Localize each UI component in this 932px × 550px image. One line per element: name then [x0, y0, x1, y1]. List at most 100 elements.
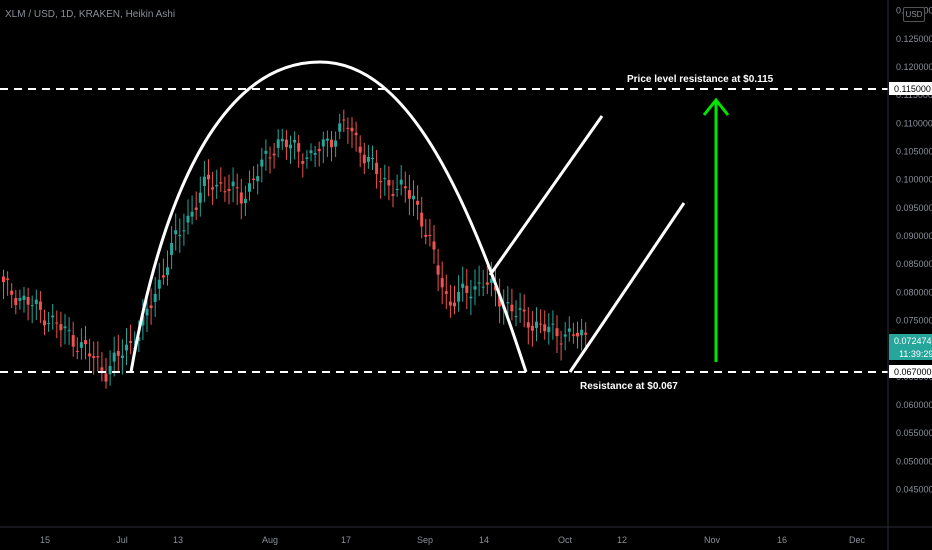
- candle-body: [231, 181, 235, 187]
- level-price-tag: 0.067000: [889, 365, 932, 378]
- candle-body: [264, 150, 268, 154]
- candle-body: [6, 278, 10, 280]
- candle-body: [59, 324, 63, 331]
- time-axis[interactable]: 15 Jul 13 Aug 17 Sep 14 Oct 12 Nov 16 Dec: [40, 535, 866, 545]
- price-tick-label: 0.075000: [896, 315, 932, 325]
- candle-body: [457, 292, 461, 302]
- candle-body: [473, 286, 477, 290]
- candle-body: [108, 365, 112, 375]
- candle-body: [580, 329, 584, 336]
- candle-body: [2, 276, 5, 283]
- candle-body: [346, 127, 350, 129]
- candle-body: [354, 132, 358, 136]
- candle-body: [178, 235, 182, 237]
- candle-body: [551, 323, 555, 325]
- candle-body: [584, 332, 588, 335]
- candle-body: [325, 138, 329, 141]
- candle-body: [223, 191, 227, 193]
- candle-body: [219, 182, 223, 184]
- candle-body: [555, 328, 559, 337]
- candle-body: [170, 242, 174, 255]
- candle-body: [293, 139, 297, 143]
- svg-text:0.115000: 0.115000: [894, 84, 931, 94]
- candle-body: [129, 341, 133, 343]
- candle-body: [403, 186, 407, 189]
- candle-body: [444, 291, 448, 294]
- price-tick-label: 0.050000: [896, 456, 932, 466]
- candle-body: [539, 323, 543, 325]
- candle-body: [489, 278, 493, 283]
- candle-body: [375, 162, 379, 174]
- candle-body: [235, 187, 239, 189]
- time-tick-label: Sep: [417, 535, 433, 545]
- candle-body: [510, 304, 514, 312]
- candle-body: [272, 153, 276, 156]
- candle-body: [207, 174, 210, 180]
- resistance-price-tag: 0.115000: [889, 82, 932, 95]
- candle-body: [469, 296, 473, 299]
- price-tick-label: 0.095000: [896, 203, 932, 213]
- price-tick-label: 0.105000: [896, 146, 932, 156]
- price-tick-label: 0.125000: [896, 34, 932, 44]
- candle-body: [453, 302, 456, 307]
- time-tick-label: 15: [40, 535, 50, 545]
- target-arrow-head: [702, 97, 730, 116]
- candle-body: [514, 316, 518, 318]
- price-tick-label: 0.080000: [896, 287, 932, 297]
- candle-body: [387, 179, 391, 186]
- candle-body: [526, 322, 530, 328]
- candle-body: [47, 323, 51, 325]
- candle-body: [141, 315, 145, 326]
- candle-body: [338, 123, 342, 132]
- candle-body: [190, 211, 194, 217]
- candle-body: [174, 230, 178, 235]
- candle-body: [432, 241, 436, 250]
- price-tick-label: 0.045000: [896, 484, 932, 494]
- candle-body: [104, 373, 108, 382]
- price-tick-label: 0.060000: [896, 400, 932, 410]
- svg-text:11:39:29: 11:39:29: [899, 349, 932, 359]
- candle-body: [436, 265, 440, 275]
- candle-body: [256, 176, 260, 182]
- currency-button[interactable]: USD: [903, 7, 925, 22]
- candle-body: [284, 139, 288, 148]
- candle-body: [276, 139, 280, 148]
- candle-body: [481, 286, 485, 288]
- candle-body: [576, 332, 579, 337]
- candle-body: [399, 179, 403, 185]
- candle-body: [407, 190, 411, 199]
- candle-body: [530, 325, 534, 331]
- candle-body: [84, 340, 87, 345]
- candle-body: [215, 184, 219, 187]
- candle-body: [301, 161, 305, 164]
- countdown-tag: 11:39:29: [889, 347, 932, 360]
- candle-body: [239, 192, 243, 204]
- candle-body: [559, 343, 563, 345]
- candle-body: [260, 159, 264, 167]
- candle-body: [120, 355, 124, 358]
- candle-body: [280, 138, 284, 142]
- candle-body: [465, 285, 469, 293]
- chart-title: XLM / USD, 1D, KRAKEN, Heikin Ashi: [5, 9, 175, 20]
- price-tick-label: 0.120000: [896, 62, 932, 72]
- candle-body: [506, 302, 510, 304]
- candle-body: [305, 157, 309, 159]
- candle-body: [186, 215, 190, 223]
- current-price-tag: 0.072474: [889, 334, 932, 347]
- candle-body: [182, 230, 186, 232]
- candle-body: [371, 157, 374, 159]
- candle-body: [14, 297, 18, 306]
- candle-body: [379, 181, 383, 183]
- candle-body: [161, 275, 165, 278]
- time-tick-label: Oct: [558, 535, 573, 545]
- candle-body: [137, 337, 141, 341]
- projection-line-upper: [488, 115, 604, 276]
- candle-body: [18, 298, 22, 301]
- candle-body: [10, 290, 14, 295]
- candle-body: [313, 152, 317, 155]
- candle-body: [63, 326, 67, 329]
- candle-body: [330, 139, 333, 148]
- price-tick-label: 0.085000: [896, 259, 932, 269]
